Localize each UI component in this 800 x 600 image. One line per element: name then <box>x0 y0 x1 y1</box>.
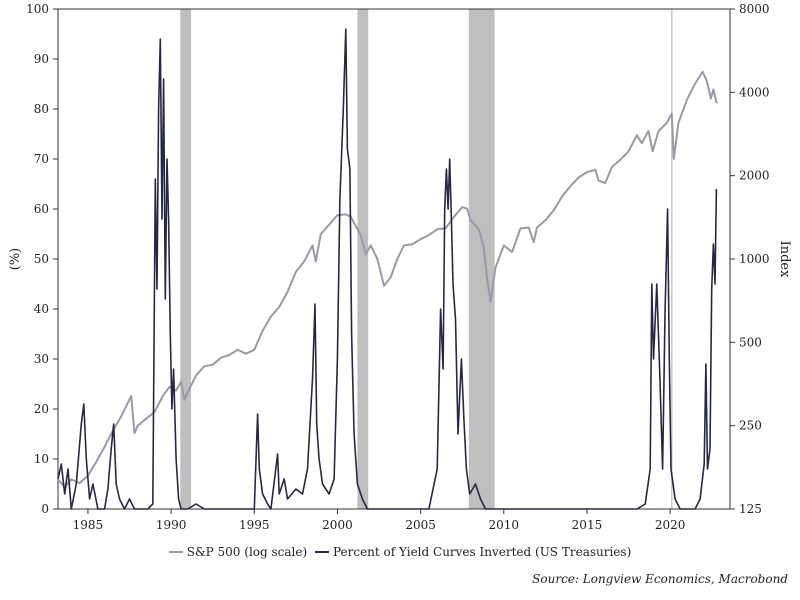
right-tick-label: 8000 <box>739 2 770 16</box>
left-tick-label: 100 <box>26 2 49 16</box>
right-tick-label: 1000 <box>739 252 770 266</box>
left-tick-label: 80 <box>34 102 49 116</box>
x-tick-label: 1995 <box>239 518 270 532</box>
x-tick-label: 1990 <box>156 518 187 532</box>
recession-band-2 <box>357 9 369 509</box>
x-tick-label: 2015 <box>572 518 603 532</box>
left-tick-label: 40 <box>34 302 49 316</box>
right-axis-title: Index <box>777 241 792 279</box>
recession-band-1 <box>180 9 192 509</box>
legend-swatch-sp500 <box>168 551 183 553</box>
series-line-sp500 <box>57 70 718 489</box>
left-axis-title: (%) <box>8 248 23 271</box>
left-tick-label: 70 <box>34 152 49 166</box>
right-tick-label: 4000 <box>739 85 770 99</box>
legend-label-yield-curves: Percent of Yield Curves Inverted (US Tre… <box>332 544 632 559</box>
left-tick-label: 50 <box>34 252 49 266</box>
source-note: Source: Longview Economics, Macrobond <box>532 572 788 586</box>
left-tick-label: 10 <box>34 452 49 466</box>
legend: S&P 500 (log scale) Percent of Yield Cur… <box>0 544 800 559</box>
right-tick-label: 2000 <box>739 169 770 183</box>
chart: 0 10 20 30 40 50 60 70 80 90 100 125 250 500 1000 2000 4… <box>8 2 792 532</box>
x-tick-label: 2020 <box>655 518 686 532</box>
legend-label-sp500: S&P 500 (log scale) <box>186 544 308 559</box>
legend-swatch-yield-curves <box>314 551 329 553</box>
left-tick-label: 30 <box>34 352 49 366</box>
left-tick-label: 60 <box>34 202 49 216</box>
recession-band-3 <box>468 9 495 509</box>
right-tick-label: 500 <box>739 335 762 349</box>
right-tick-label: 250 <box>739 419 762 433</box>
x-tick-label: 2005 <box>405 518 436 532</box>
right-tick-label: 125 <box>739 502 762 516</box>
legend-item-sp500[interactable]: S&P 500 (log scale) <box>168 544 308 559</box>
left-tick-label: 90 <box>34 52 49 66</box>
series-line-yield-curves <box>57 28 718 510</box>
left-tick-label: 20 <box>34 402 49 416</box>
x-tick-label: 2000 <box>322 518 353 532</box>
legend-item-yield-curves[interactable]: Percent of Yield Curves Inverted (US Tre… <box>314 544 632 559</box>
left-tick-label: 0 <box>41 502 49 516</box>
x-tick-label: 2010 <box>489 518 520 532</box>
x-tick-label: 1985 <box>73 518 104 532</box>
